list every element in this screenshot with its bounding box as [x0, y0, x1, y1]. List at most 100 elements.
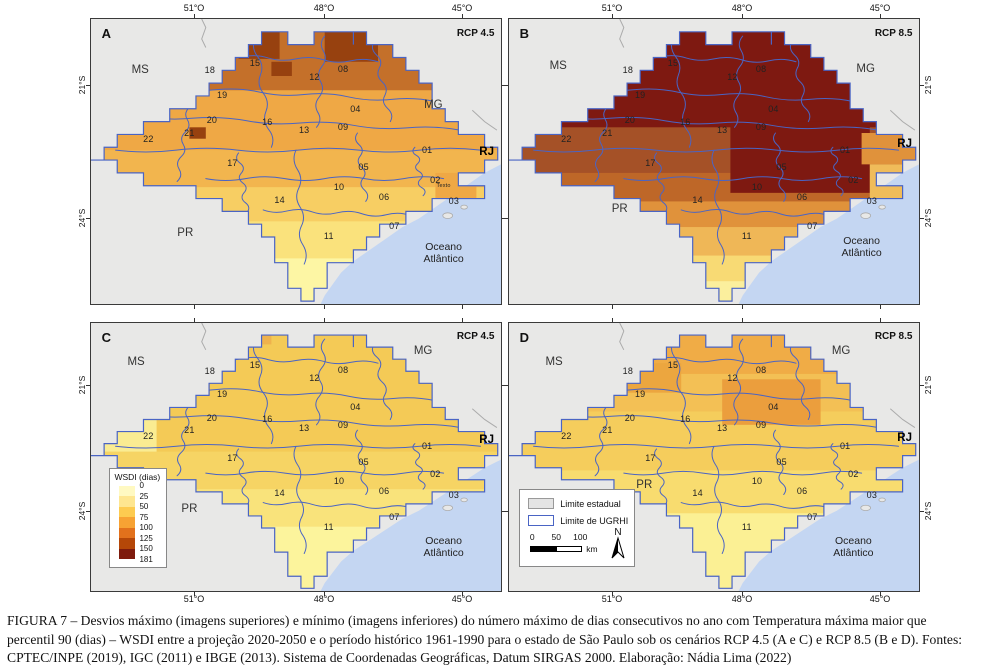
- axis-label-lon: 45°O: [869, 3, 891, 13]
- tick-mark: [86, 85, 90, 86]
- axis-label-lat: 24°S: [77, 501, 87, 521]
- axis-label-lon: 45°O: [451, 3, 473, 13]
- axis-label-lat: 24°S: [77, 208, 87, 228]
- scale-label: 0: [529, 532, 535, 543]
- tick-mark: [86, 385, 90, 386]
- axis-label-lon: 48°O: [731, 3, 753, 13]
- axis-label-lat: 24°S: [923, 501, 933, 521]
- wsdi-tick-label: 181: [139, 554, 153, 564]
- scale-bar: [556, 546, 583, 553]
- tick-mark: [324, 305, 325, 309]
- figure-caption: FIGURA 7 – Desvios máximo (imagens super…: [7, 612, 1003, 666]
- ugrhi-limit-swatch-icon: [528, 515, 555, 527]
- map-panel-c: C RCP 4.5 01 02 03 04 05 06 07 08 09 10 11 12 13 14 15 16…: [77, 318, 506, 604]
- tick-mark: [462, 592, 463, 596]
- wsdi-swatch: [119, 527, 136, 539]
- tick-mark: [880, 318, 881, 322]
- axis-label-lat: 21°S: [923, 75, 933, 95]
- wsdi-tick-label: 125: [139, 533, 153, 543]
- wsdi-tick-label: 25: [139, 491, 149, 501]
- north-arrow-icon: N: [611, 527, 625, 559]
- tick-mark: [920, 218, 924, 219]
- tick-mark: [504, 385, 508, 386]
- panel-letter-d: D: [519, 329, 530, 345]
- axis-label-lon: 51°O: [183, 3, 205, 13]
- map-panel-a: A RCP 4.5 01 02 03 04 05 06 07 08 09 10 11 12 13 14 15 16…: [77, 3, 506, 309]
- wsdi-tick-label: 150: [139, 544, 153, 554]
- tick-mark: [194, 14, 195, 18]
- caption-line-1: FIGURA 7 – Desvios máximo (imagens super…: [7, 613, 927, 628]
- wsdi-swatch: [119, 496, 136, 507]
- axis-label-lon: 51°O: [183, 594, 205, 604]
- svg-text:N: N: [615, 527, 622, 538]
- axis-label-lat: 24°S: [923, 208, 933, 228]
- tick-mark: [504, 511, 508, 512]
- axis-label-lon: 45°O: [869, 594, 891, 604]
- axis-label-lon: 51°O: [601, 3, 623, 13]
- ocean-area: [320, 459, 501, 591]
- wsdi-swatch: [119, 538, 136, 549]
- tick-mark: [742, 592, 743, 596]
- tick-mark: [504, 85, 508, 86]
- tick-mark: [742, 305, 743, 309]
- state-limit-swatch-icon: [528, 498, 555, 510]
- wsdi-swatch: [119, 517, 136, 528]
- tick-mark: [324, 592, 325, 596]
- wsdi-tick-label: 100: [139, 523, 153, 533]
- wsdi-legend-title: WSDI (dias): [114, 471, 161, 482]
- tick-mark: [920, 511, 924, 512]
- scenario-badge: RCP 4.5: [456, 331, 495, 343]
- axis-label-lat: 21°S: [923, 375, 933, 395]
- axis-label-lon: 45°O: [451, 594, 473, 604]
- tick-mark: [462, 305, 463, 309]
- wsdi-tick-label: 0: [139, 481, 144, 491]
- axis-label-lon: 48°O: [313, 3, 335, 13]
- caption-line-2: percentil 90 (dias) – WSDI entre a proje…: [7, 631, 963, 647]
- scale-label: 50: [551, 532, 561, 543]
- tick-mark: [612, 318, 613, 322]
- axis-label-lat: 21°S: [77, 75, 87, 95]
- axis-label-lon: 48°O: [731, 594, 753, 604]
- wsdi-legend: WSDI (dias) 0 25 50 75 100 125 150 181: [109, 467, 168, 568]
- tick-mark: [920, 385, 924, 386]
- axis-label-lon: 51°O: [601, 594, 623, 604]
- scenario-badge: RCP 8.5: [874, 331, 913, 343]
- scale-label: 100: [573, 532, 588, 543]
- tick-mark: [462, 14, 463, 18]
- tick-mark: [462, 318, 463, 322]
- tick-mark: [86, 511, 90, 512]
- tick-mark: [504, 218, 508, 219]
- tick-mark: [194, 305, 195, 309]
- tick-mark: [324, 14, 325, 18]
- axis-label-lat: 21°S: [77, 375, 87, 395]
- map-canvas-a: [91, 19, 501, 304]
- ocean-area: [320, 164, 501, 304]
- map-canvas-b: [509, 19, 919, 304]
- tick-mark: [880, 592, 881, 596]
- tick-mark: [742, 318, 743, 322]
- scale-bar: [530, 546, 557, 553]
- scenario-badge: RCP 4.5: [456, 27, 495, 39]
- wsdi-tick-label: 75: [139, 512, 149, 522]
- tick-mark: [612, 592, 613, 596]
- tick-mark: [86, 218, 90, 219]
- tick-mark: [194, 318, 195, 322]
- legend-item-label: Limite de UGRHI: [560, 515, 629, 526]
- tick-mark: [612, 14, 613, 18]
- tick-mark: [880, 305, 881, 309]
- panel-letter-c: C: [101, 329, 112, 345]
- map-canvas-d: [509, 323, 919, 591]
- panel-letter-a: A: [101, 26, 112, 42]
- ocean-area: [738, 459, 919, 591]
- panel-letter-b: B: [519, 26, 530, 42]
- legend-item-label: Limite estadual: [560, 498, 621, 509]
- tick-mark: [880, 14, 881, 18]
- scale-unit-label: km: [586, 544, 598, 555]
- tick-mark: [324, 318, 325, 322]
- wsdi-swatch: [119, 506, 136, 518]
- map-legend: Limite estadual Limite de UGRHI 0 50 100 km N: [519, 489, 636, 568]
- map-panel-b: B RCP 8.5 01 02 03 04 05 06 07 08 09 10 11 12 13 14 15 16…: [504, 3, 933, 309]
- map-panel-d: D RCP 8.5 01 02 03 04 05 06 07 08 09 10 11 12 13 14 15 16…: [504, 318, 933, 604]
- tick-mark: [194, 592, 195, 596]
